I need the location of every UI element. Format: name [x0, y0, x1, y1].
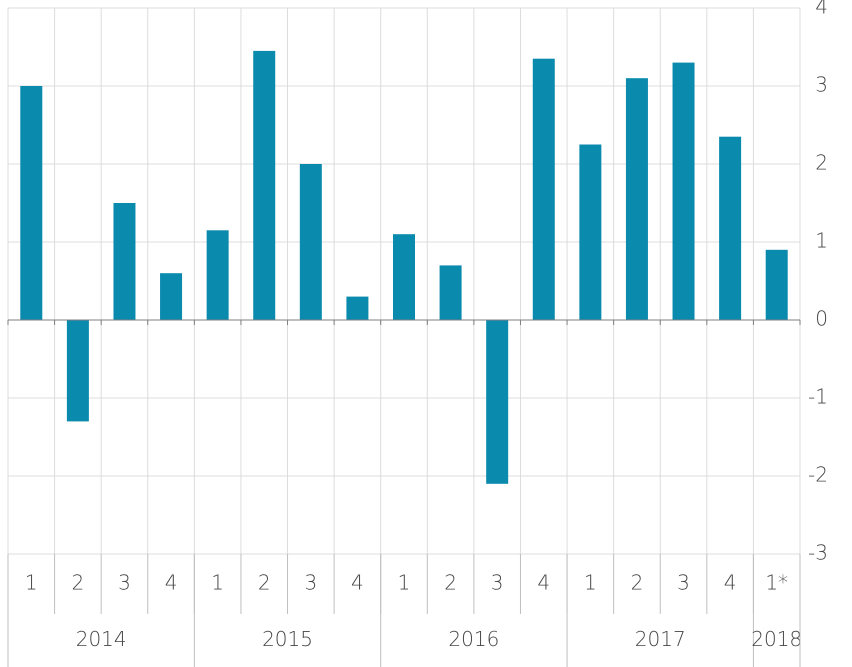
- y-tick-label: -1: [808, 385, 828, 409]
- x-tick-label: 3: [491, 571, 504, 595]
- x-tick-label: 3: [304, 571, 317, 595]
- bar: [719, 136, 742, 320]
- y-tick-label: 3: [815, 73, 828, 97]
- x-tick-label: 1: [398, 571, 411, 595]
- bar: [765, 249, 788, 320]
- x-tick-label: 1*: [765, 571, 788, 595]
- bar: [486, 320, 509, 484]
- bar: [532, 58, 555, 320]
- year-label: 2014: [76, 627, 127, 651]
- bar: [20, 86, 43, 320]
- year-label: 2018: [751, 627, 802, 651]
- x-tick-label: 4: [165, 571, 178, 595]
- bar: [346, 296, 369, 320]
- y-tick-label: -2: [808, 463, 828, 487]
- year-label: 2015: [262, 627, 313, 651]
- bar: [253, 50, 276, 321]
- y-tick-label: 1: [815, 229, 828, 253]
- x-tick-label: 1: [25, 571, 38, 595]
- x-tick-label: 3: [118, 571, 131, 595]
- bar: [66, 320, 89, 422]
- y-tick-label: 0: [815, 307, 828, 331]
- x-tick-label: 2: [444, 571, 457, 595]
- x-tick-label: 4: [351, 571, 364, 595]
- x-tick-label: 4: [537, 571, 550, 595]
- y-tick-label: 4: [815, 0, 828, 19]
- bar: [299, 164, 322, 320]
- x-tick-label: 1: [584, 571, 597, 595]
- bar: [160, 273, 183, 320]
- x-tick-label: 4: [724, 571, 737, 595]
- y-tick-label: -3: [808, 541, 828, 565]
- bar: [672, 62, 695, 320]
- bar: [625, 78, 648, 320]
- bar: [439, 265, 462, 320]
- bar: [206, 230, 229, 320]
- year-label: 2017: [635, 627, 686, 651]
- x-tick-label: 2: [631, 571, 644, 595]
- x-tick-label: 1: [211, 571, 224, 595]
- y-tick-label: 2: [815, 151, 828, 175]
- x-tick-label: 2: [72, 571, 85, 595]
- x-tick-label: 3: [677, 571, 690, 595]
- bar: [393, 234, 415, 320]
- bar: [113, 203, 136, 320]
- x-tick-label: 2: [258, 571, 271, 595]
- bar: [579, 144, 602, 320]
- year-label: 2016: [448, 627, 499, 651]
